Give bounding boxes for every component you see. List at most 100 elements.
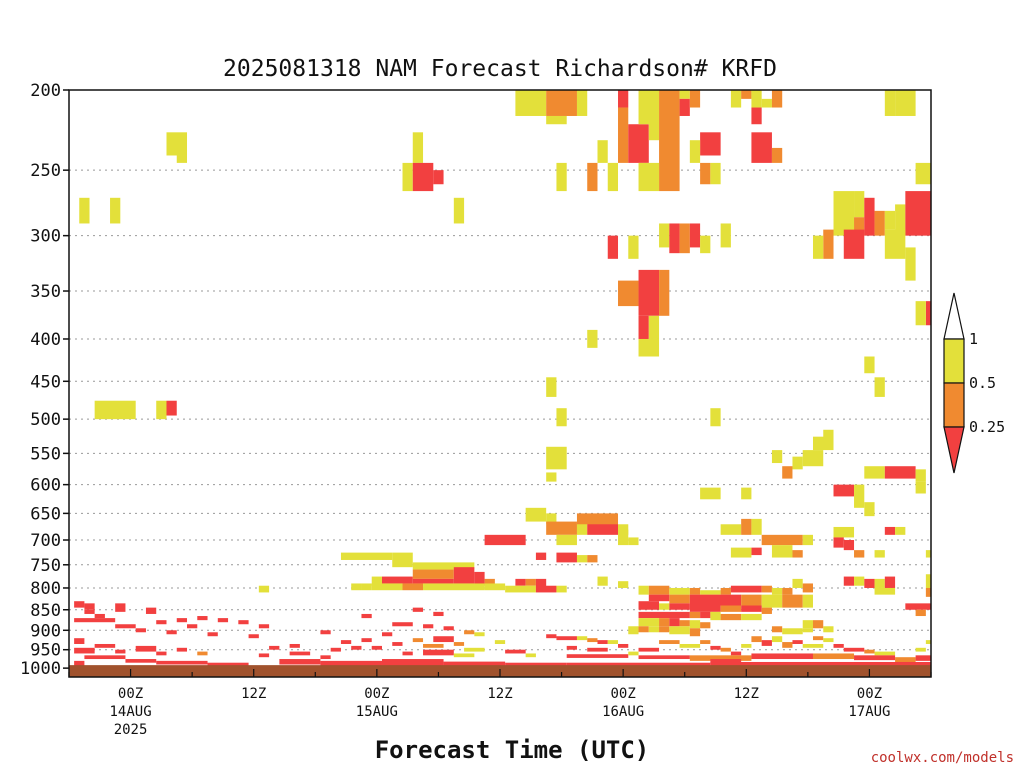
heatmap-cell: [607, 640, 619, 644]
heatmap-cell: [433, 636, 454, 643]
heatmap-cell: [802, 620, 813, 629]
heatmap-cell: [566, 654, 629, 658]
heatmap-cell: [576, 636, 588, 641]
heatmap-cell: [689, 587, 701, 595]
heatmap-cell: [771, 545, 793, 558]
heatmap-cell: [710, 645, 721, 650]
heatmap-cell: [515, 90, 547, 116]
heatmap-cell: [166, 400, 177, 416]
heatmap-cell: [689, 605, 721, 612]
heatmap-cell: [505, 585, 536, 593]
heatmap-cell: [720, 605, 742, 612]
heatmap-cell: [525, 507, 547, 522]
heatmap-cell: [751, 518, 762, 535]
y-tick-label: 700: [30, 531, 61, 551]
heatmap-cell: [751, 636, 762, 643]
heatmap-cell: [648, 585, 670, 595]
heatmap-cell: [546, 521, 577, 535]
heatmap-cell: [915, 481, 926, 494]
heatmap-cell: [145, 607, 157, 614]
heatmap-cell: [546, 377, 557, 397]
heatmap-cell: [720, 647, 731, 652]
heatmap-cell: [197, 616, 208, 621]
heatmap-cell: [618, 280, 639, 307]
heatmap-cell: [361, 613, 372, 619]
heatmap-cell: [895, 657, 916, 663]
heatmap-cell: [597, 640, 608, 644]
heatmap-cell: [535, 585, 557, 593]
heatmap-cell: [156, 651, 167, 656]
y-tick-label: 600: [30, 476, 61, 496]
heatmap-cell: [874, 578, 885, 588]
heatmap-cell: [854, 550, 865, 558]
heatmap-cell: [412, 578, 454, 584]
heatmap-cell: [710, 661, 931, 667]
heatmap-cell: [289, 643, 300, 648]
heatmap-cell: [556, 585, 567, 593]
heatmap-cell: [925, 301, 931, 326]
heatmap-cell: [546, 446, 567, 470]
heatmap-cell: [854, 191, 865, 218]
heatmap-cell: [269, 645, 280, 650]
heatmap-cell: [782, 587, 793, 595]
heatmap-cell: [700, 590, 721, 595]
heatmap-cell: [700, 640, 711, 644]
heatmap-cell: [74, 618, 116, 623]
x-tick-label: 12Z: [734, 686, 759, 702]
heatmap-cell: [371, 583, 403, 591]
heatmap-cell: [771, 450, 783, 464]
heatmap-cell: [443, 626, 454, 631]
heatmap-cell: [423, 583, 485, 591]
heatmap-cell: [679, 643, 701, 648]
heatmap-cell: [525, 653, 536, 658]
heatmap-cell: [176, 618, 188, 623]
heatmap-cell: [392, 552, 413, 568]
heatmap-cell: [864, 649, 875, 654]
heatmap-cell: [638, 269, 660, 316]
heatmap-cell: [689, 594, 742, 606]
heatmap-cell: [782, 628, 803, 635]
heatmap-cell: [638, 601, 660, 610]
heatmap-cell: [258, 585, 270, 593]
heatmap-cell: [761, 98, 772, 108]
heatmap-cell: [679, 620, 690, 627]
heatmap-cell: [618, 643, 629, 648]
heatmap-cell: [156, 400, 167, 420]
heatmap-cell: [74, 647, 95, 654]
heatmap-cell: [74, 638, 85, 644]
heatmap-cell: [597, 140, 608, 163]
heatmap-cell: [371, 576, 382, 586]
heatmap-cell: [915, 469, 926, 482]
heatmap-cell: [833, 484, 855, 497]
heatmap-cell: [207, 632, 218, 637]
heatmap-cell: [925, 640, 931, 644]
x-tick-label: 00Z: [857, 686, 882, 702]
heatmap-cell: [484, 578, 495, 586]
heatmap-cell: [546, 634, 557, 639]
heatmap-cell: [166, 630, 177, 635]
heatmap-cell: [720, 613, 742, 621]
heatmap-cell: [484, 534, 526, 546]
gridlines: [69, 169, 931, 669]
heatmap-cell: [874, 587, 896, 595]
heatmap-cell: [453, 653, 475, 658]
heatmap-cell: [925, 550, 931, 558]
colorbar-lower-extend: [943, 426, 965, 474]
heatmap-cell: [187, 624, 198, 629]
heatmap-cell: [854, 484, 865, 508]
heatmap-cell: [648, 315, 660, 339]
heatmap-cell: [823, 429, 834, 441]
heatmap-cell: [679, 98, 690, 116]
heatmap-cell: [546, 90, 577, 116]
heatmap-cell: [925, 574, 931, 588]
heatmap-cell: [135, 628, 146, 633]
heatmap-cell: [628, 626, 639, 635]
heatmap-cell: [669, 626, 690, 635]
heatmap-cell: [874, 651, 896, 656]
heatmap-cell: [433, 611, 444, 617]
heatmap-cell: [638, 585, 649, 595]
heatmap-cell: [340, 552, 393, 560]
heatmap-cell: [412, 162, 434, 192]
heatmap-cell: [484, 583, 506, 591]
heatmap-cell: [700, 622, 711, 629]
